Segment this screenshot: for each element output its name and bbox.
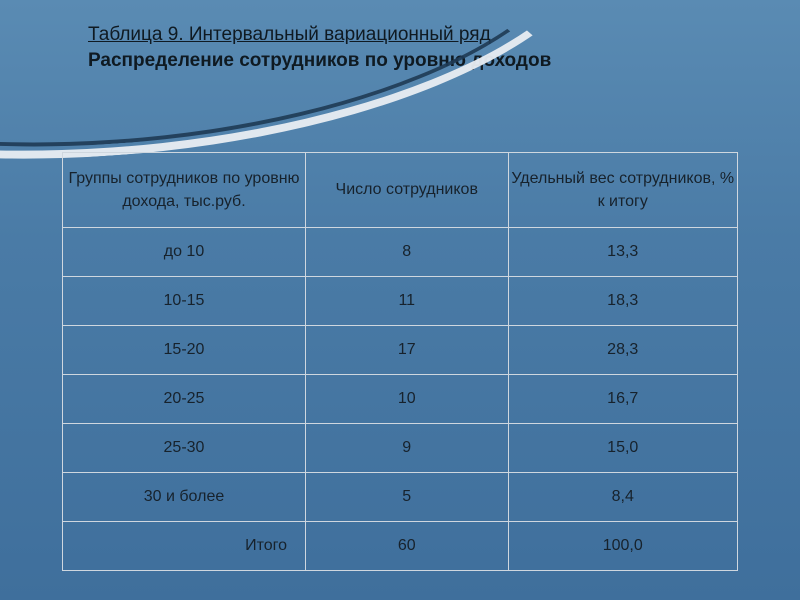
table-header-row: Группы сотрудников по уровню дохода, тыс… <box>63 153 738 228</box>
cell-share: 28,3 <box>508 326 738 375</box>
cell-count: 11 <box>306 277 509 326</box>
cell-total-count: 60 <box>306 522 509 571</box>
cell-count: 8 <box>306 228 509 277</box>
cell-group: до 10 <box>63 228 306 277</box>
cell-share: 13,3 <box>508 228 738 277</box>
cell-group: 15-20 <box>63 326 306 375</box>
cell-share: 15,0 <box>508 424 738 473</box>
table-total-row: Итого 60 100,0 <box>63 522 738 571</box>
table-row: до 10 8 13,3 <box>63 228 738 277</box>
cell-total-label: Итого <box>63 522 306 571</box>
cell-total-share: 100,0 <box>508 522 738 571</box>
cell-count: 9 <box>306 424 509 473</box>
cell-group: 30 и более <box>63 473 306 522</box>
cell-count: 5 <box>306 473 509 522</box>
table-row: 15-20 17 28,3 <box>63 326 738 375</box>
cell-count: 10 <box>306 375 509 424</box>
cell-share: 8,4 <box>508 473 738 522</box>
cell-share: 18,3 <box>508 277 738 326</box>
table-row: 30 и более 5 8,4 <box>63 473 738 522</box>
table-row: 20-25 10 16,7 <box>63 375 738 424</box>
table-row: 10-15 11 18,3 <box>63 277 738 326</box>
cell-group: 20-25 <box>63 375 306 424</box>
col-header-group: Группы сотрудников по уровню дохода, тыс… <box>63 153 306 228</box>
cell-group: 10-15 <box>63 277 306 326</box>
slide: Таблица 9. Интервальный вариационный ряд… <box>0 0 800 600</box>
col-header-share: Удельный вес сотрудников, % к итогу <box>508 153 738 228</box>
col-header-count: Число сотрудников <box>306 153 509 228</box>
cell-group: 25-30 <box>63 424 306 473</box>
cell-share: 16,7 <box>508 375 738 424</box>
income-distribution-table: Группы сотрудников по уровню дохода, тыс… <box>62 152 738 571</box>
table: Группы сотрудников по уровню дохода, тыс… <box>62 152 738 571</box>
table-row: 25-30 9 15,0 <box>63 424 738 473</box>
cell-count: 17 <box>306 326 509 375</box>
